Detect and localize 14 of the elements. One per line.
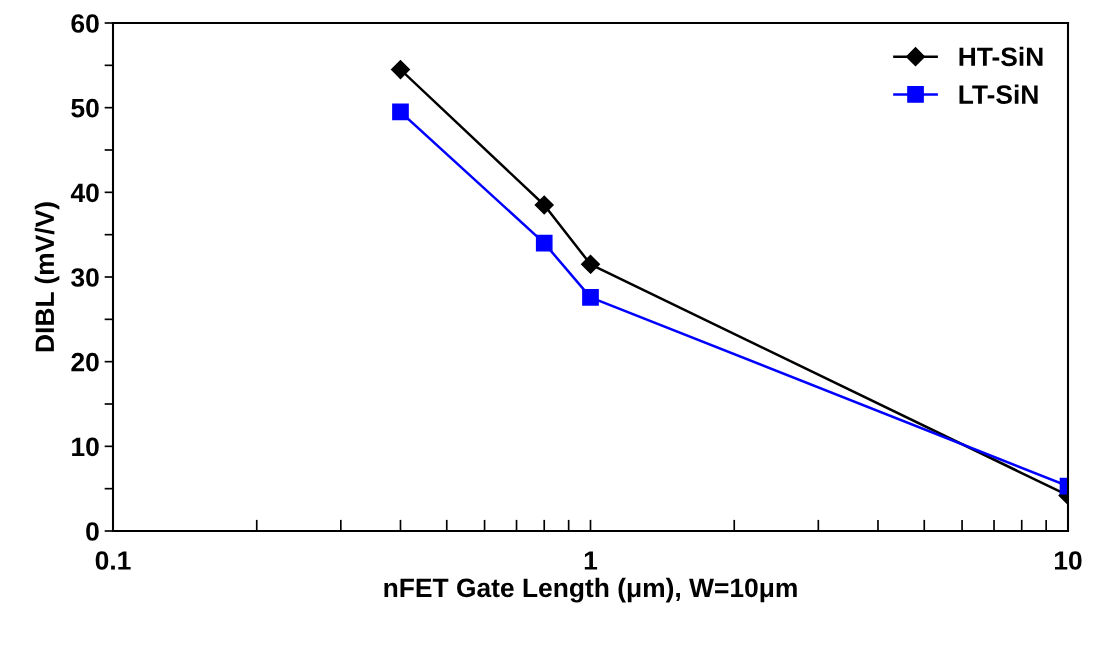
x-tick-label: 1 xyxy=(584,551,598,570)
y-axis-title: DIBL (mV/V) xyxy=(34,202,60,352)
x-tick-label: 0.1 xyxy=(95,551,131,570)
y-tick-label: 0 xyxy=(86,522,99,541)
legend-label: HT-SiN xyxy=(959,46,1043,67)
y-tick-label: 10 xyxy=(72,437,99,457)
y-tick-label: 30 xyxy=(71,268,99,287)
legend-label: LT-SiN xyxy=(959,84,1038,104)
x-axis-title: nFET Gate Length (μm), W=10μm xyxy=(384,577,797,603)
y-tick-label: 20 xyxy=(71,352,99,372)
y-tick-label: 60 xyxy=(71,14,99,33)
y-tick-label: 40 xyxy=(70,183,99,203)
y-tick-label: 50 xyxy=(71,98,99,118)
x-tick-label: 10 xyxy=(1054,551,1082,570)
